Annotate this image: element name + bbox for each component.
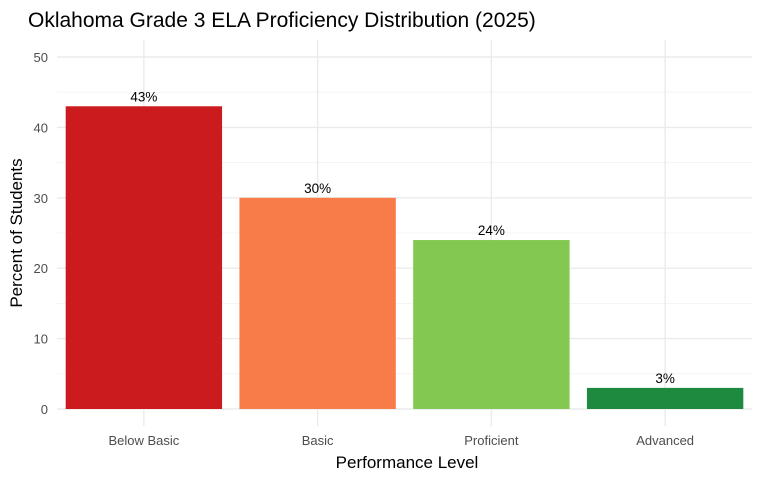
y-tick-label: 0: [41, 402, 48, 417]
x-tick-label: Below Basic: [108, 433, 179, 448]
x-tick-label: Basic: [302, 433, 334, 448]
y-axis-title: Percent of Students: [7, 158, 26, 307]
y-tick-label: 50: [34, 50, 48, 65]
y-tick-label: 20: [34, 261, 48, 276]
y-tick-label: 10: [34, 332, 48, 347]
y-tick-label: 30: [34, 191, 48, 206]
y-axis-ticks: 0 10 20 30 40 50: [34, 50, 48, 417]
bar: [239, 197, 396, 409]
bars: 43% 30% 24% 3%: [65, 89, 744, 409]
chart-title: Oklahoma Grade 3 ELA Proficiency Distrib…: [28, 9, 536, 32]
bar: [413, 240, 570, 409]
bar: [65, 106, 223, 409]
data-label: 30%: [304, 181, 331, 196]
y-tick-label: 40: [34, 120, 48, 135]
data-label: 43%: [130, 89, 157, 104]
x-tick-label: Advanced: [636, 433, 694, 448]
x-tick-label: Proficient: [464, 433, 519, 448]
data-label: 24%: [478, 223, 505, 238]
data-label: 3%: [655, 371, 675, 386]
x-axis-title: Performance Level: [336, 453, 479, 472]
x-axis-ticks: Below Basic Basic Proficient Advanced: [108, 433, 694, 448]
bar: [586, 387, 744, 409]
